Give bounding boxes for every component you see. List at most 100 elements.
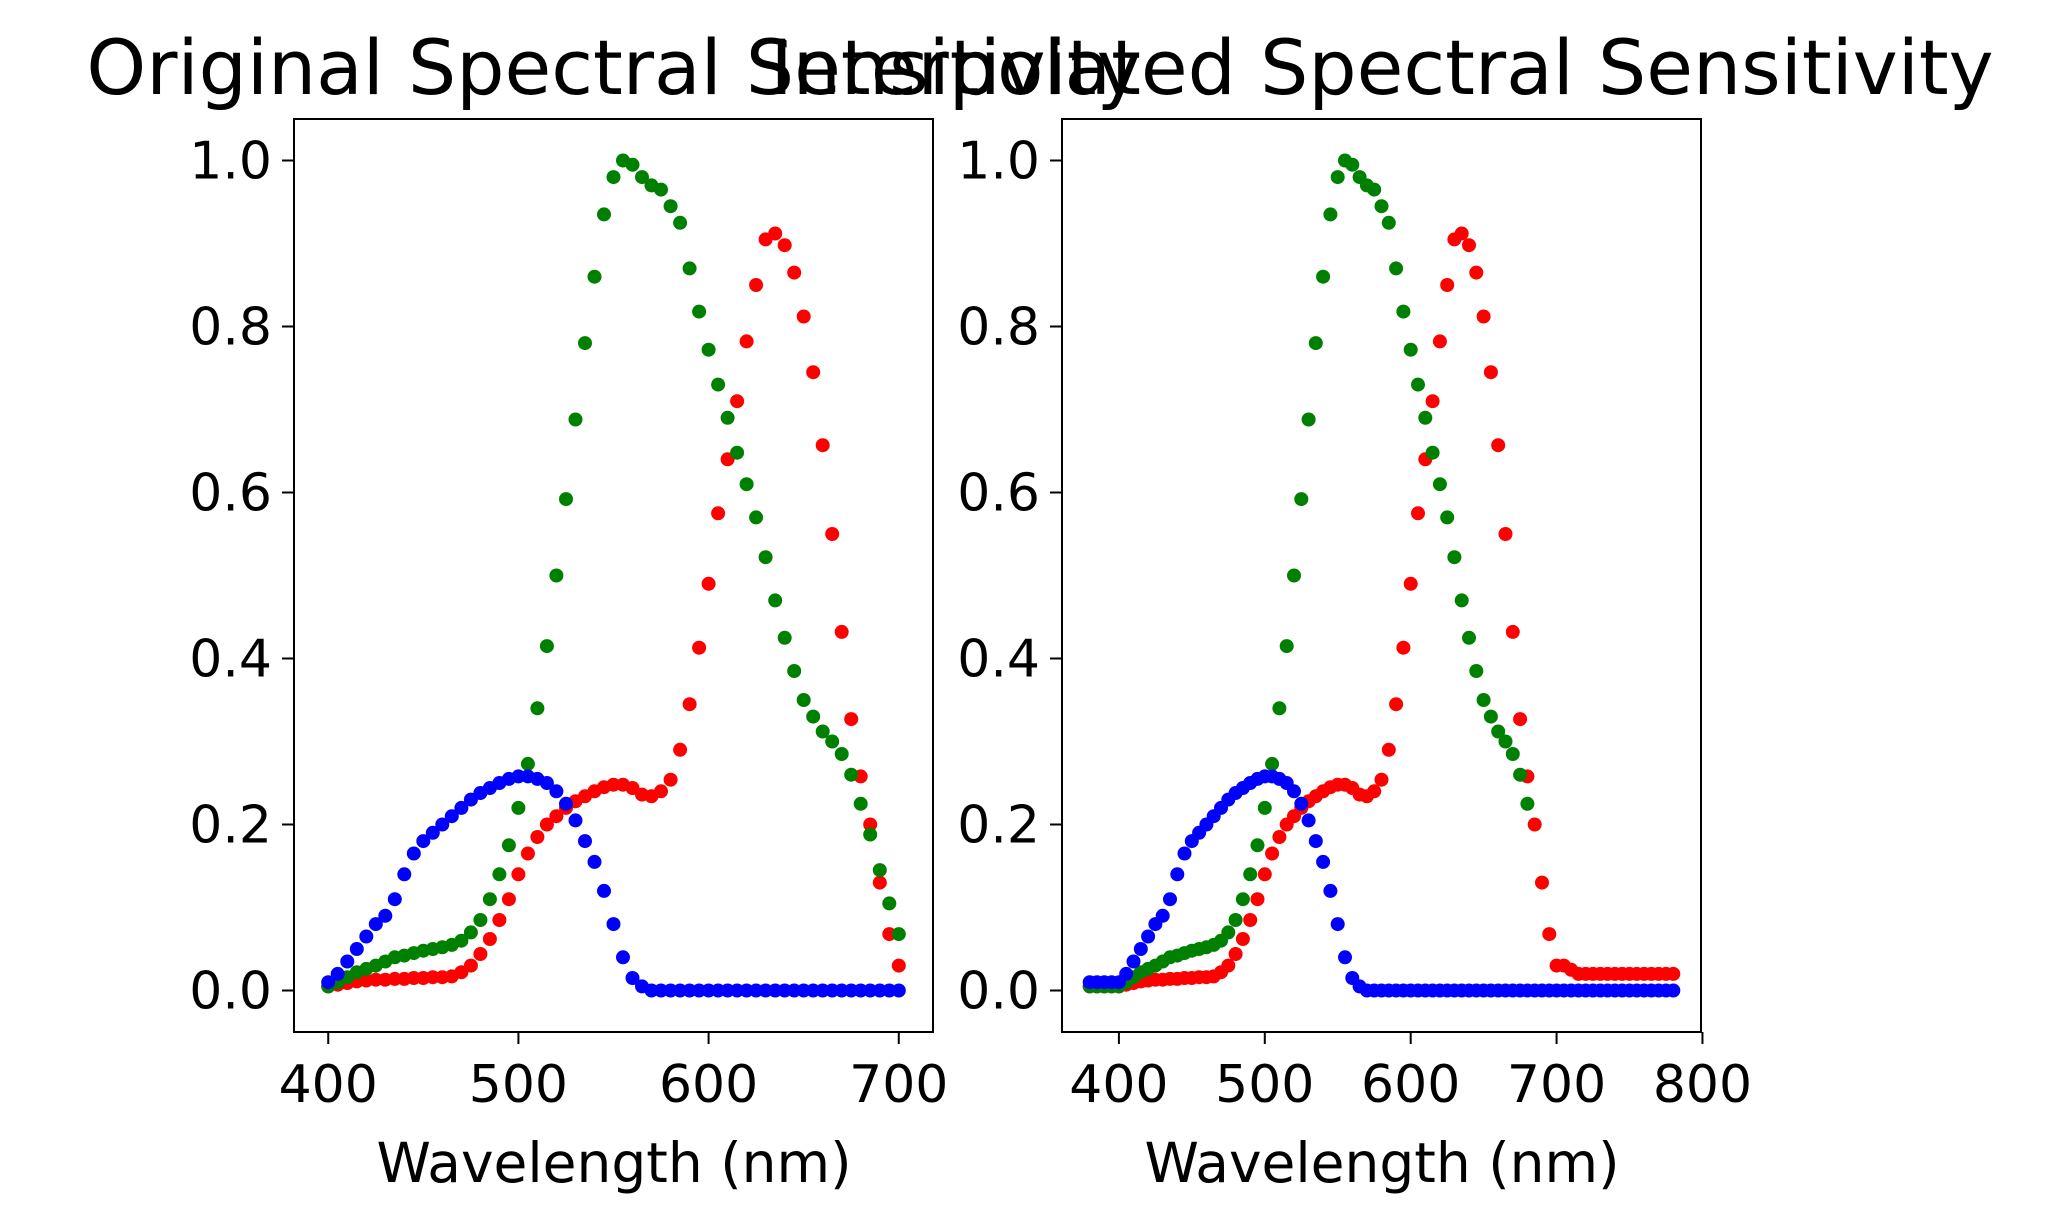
data-point: [1221, 925, 1236, 940]
data-point: [1338, 950, 1352, 965]
y-tick-label: 0.4: [957, 630, 1040, 690]
chart-panel-1: 400 500 600 7000.00.20.40.60.81.0Wavelength…: [86, 23, 1141, 1195]
data-point: [349, 942, 364, 956]
data-point: [872, 875, 887, 890]
data-point: [501, 892, 516, 907]
y-tick-label: 0.2: [957, 796, 1040, 856]
data-point: [330, 966, 345, 981]
data-point: [863, 983, 878, 998]
x-tick-label: 400: [279, 1055, 378, 1115]
data-point: [1403, 576, 1418, 591]
data-point: [1141, 929, 1156, 944]
data-point: [1235, 932, 1250, 946]
data-point: [806, 365, 821, 380]
data-point: [1483, 365, 1498, 380]
data-point: [1425, 394, 1440, 409]
data-point: [768, 226, 783, 241]
data-point: [454, 933, 469, 948]
y-tick-label: 0.0: [957, 962, 1040, 1022]
data-point: [463, 958, 478, 973]
data-point: [1498, 527, 1513, 541]
data-point: [416, 834, 431, 849]
data-point: [720, 410, 735, 425]
data-point: [482, 892, 497, 907]
data-point: [1440, 510, 1455, 525]
data-point: [1491, 438, 1506, 453]
data-point: [1323, 883, 1338, 898]
data-point: [872, 863, 887, 878]
x-tick-label: 600: [1361, 1055, 1460, 1115]
data-point: [1221, 958, 1236, 973]
data-point: [359, 929, 374, 944]
data-point: [796, 693, 811, 707]
data-point: [730, 445, 745, 460]
data-point: [787, 664, 802, 678]
data-point: [1177, 846, 1192, 861]
data-point: [501, 838, 516, 853]
data-point: [1454, 593, 1469, 608]
data-point: [1476, 693, 1491, 707]
data-point: [511, 867, 526, 882]
data-point: [787, 265, 802, 280]
chart-title: Interpolated Spectral Sensitivity: [770, 23, 1993, 112]
data-point: [1243, 913, 1258, 927]
data-point: [844, 767, 859, 782]
data-point: [1323, 207, 1338, 222]
data-point: [834, 747, 849, 761]
data-point: [891, 927, 906, 942]
data-point: [654, 983, 668, 998]
data-point: [1527, 817, 1542, 832]
data-point: [1374, 199, 1389, 214]
x-tick-label: 800: [1653, 1055, 1752, 1115]
data-point: [1491, 724, 1506, 739]
data-point: [520, 846, 535, 861]
data-point: [1381, 742, 1396, 757]
data-point: [1542, 927, 1557, 942]
data-point: [853, 796, 868, 811]
x-tick-label: 500: [469, 1055, 568, 1115]
data-point: [1279, 639, 1294, 654]
series-2: [321, 153, 906, 994]
data-point: [1272, 830, 1287, 844]
data-point: [1389, 261, 1404, 276]
data-point: [1367, 784, 1382, 799]
chart-panel-2: 400 500 600 700 800 0.0 0.2 0.4 0.6 0.8 1.0 Wavelen…: [770, 23, 1993, 1195]
data-point: [578, 834, 592, 849]
data-point: [1432, 334, 1447, 349]
data-point: [1476, 309, 1491, 324]
data-point: [1535, 875, 1549, 890]
data-point: [682, 697, 697, 712]
x-axis-label: Wavelength (nm): [376, 1131, 851, 1195]
data-point: [1119, 966, 1134, 981]
data-point: [1228, 947, 1243, 961]
data-point: [701, 342, 716, 357]
data-point: [654, 182, 668, 197]
data-point: [539, 639, 554, 654]
data-point: [1294, 492, 1309, 507]
data-point: [1462, 238, 1476, 253]
data-point: [882, 896, 897, 911]
series-2: [1082, 153, 1535, 994]
data-point: [635, 170, 649, 185]
data-point: [1316, 269, 1331, 284]
data-point: [768, 593, 783, 608]
data-point: [758, 983, 773, 998]
data-point: [844, 712, 859, 727]
data-point: [597, 883, 611, 898]
data-point: [1250, 892, 1265, 907]
data-point: [492, 913, 507, 927]
data-point: [444, 809, 459, 824]
data-point: [1432, 477, 1447, 492]
data-point: [1666, 966, 1681, 981]
data-point: [520, 756, 535, 771]
data-point: [1133, 942, 1148, 956]
data-point: [1440, 278, 1455, 292]
data-point: [559, 492, 573, 507]
data-point: [549, 809, 564, 824]
data-point: [387, 892, 402, 907]
chart-title: Original Spectral Sensitivity: [86, 23, 1141, 112]
series-1: [321, 226, 906, 994]
data-point: [1301, 412, 1316, 427]
